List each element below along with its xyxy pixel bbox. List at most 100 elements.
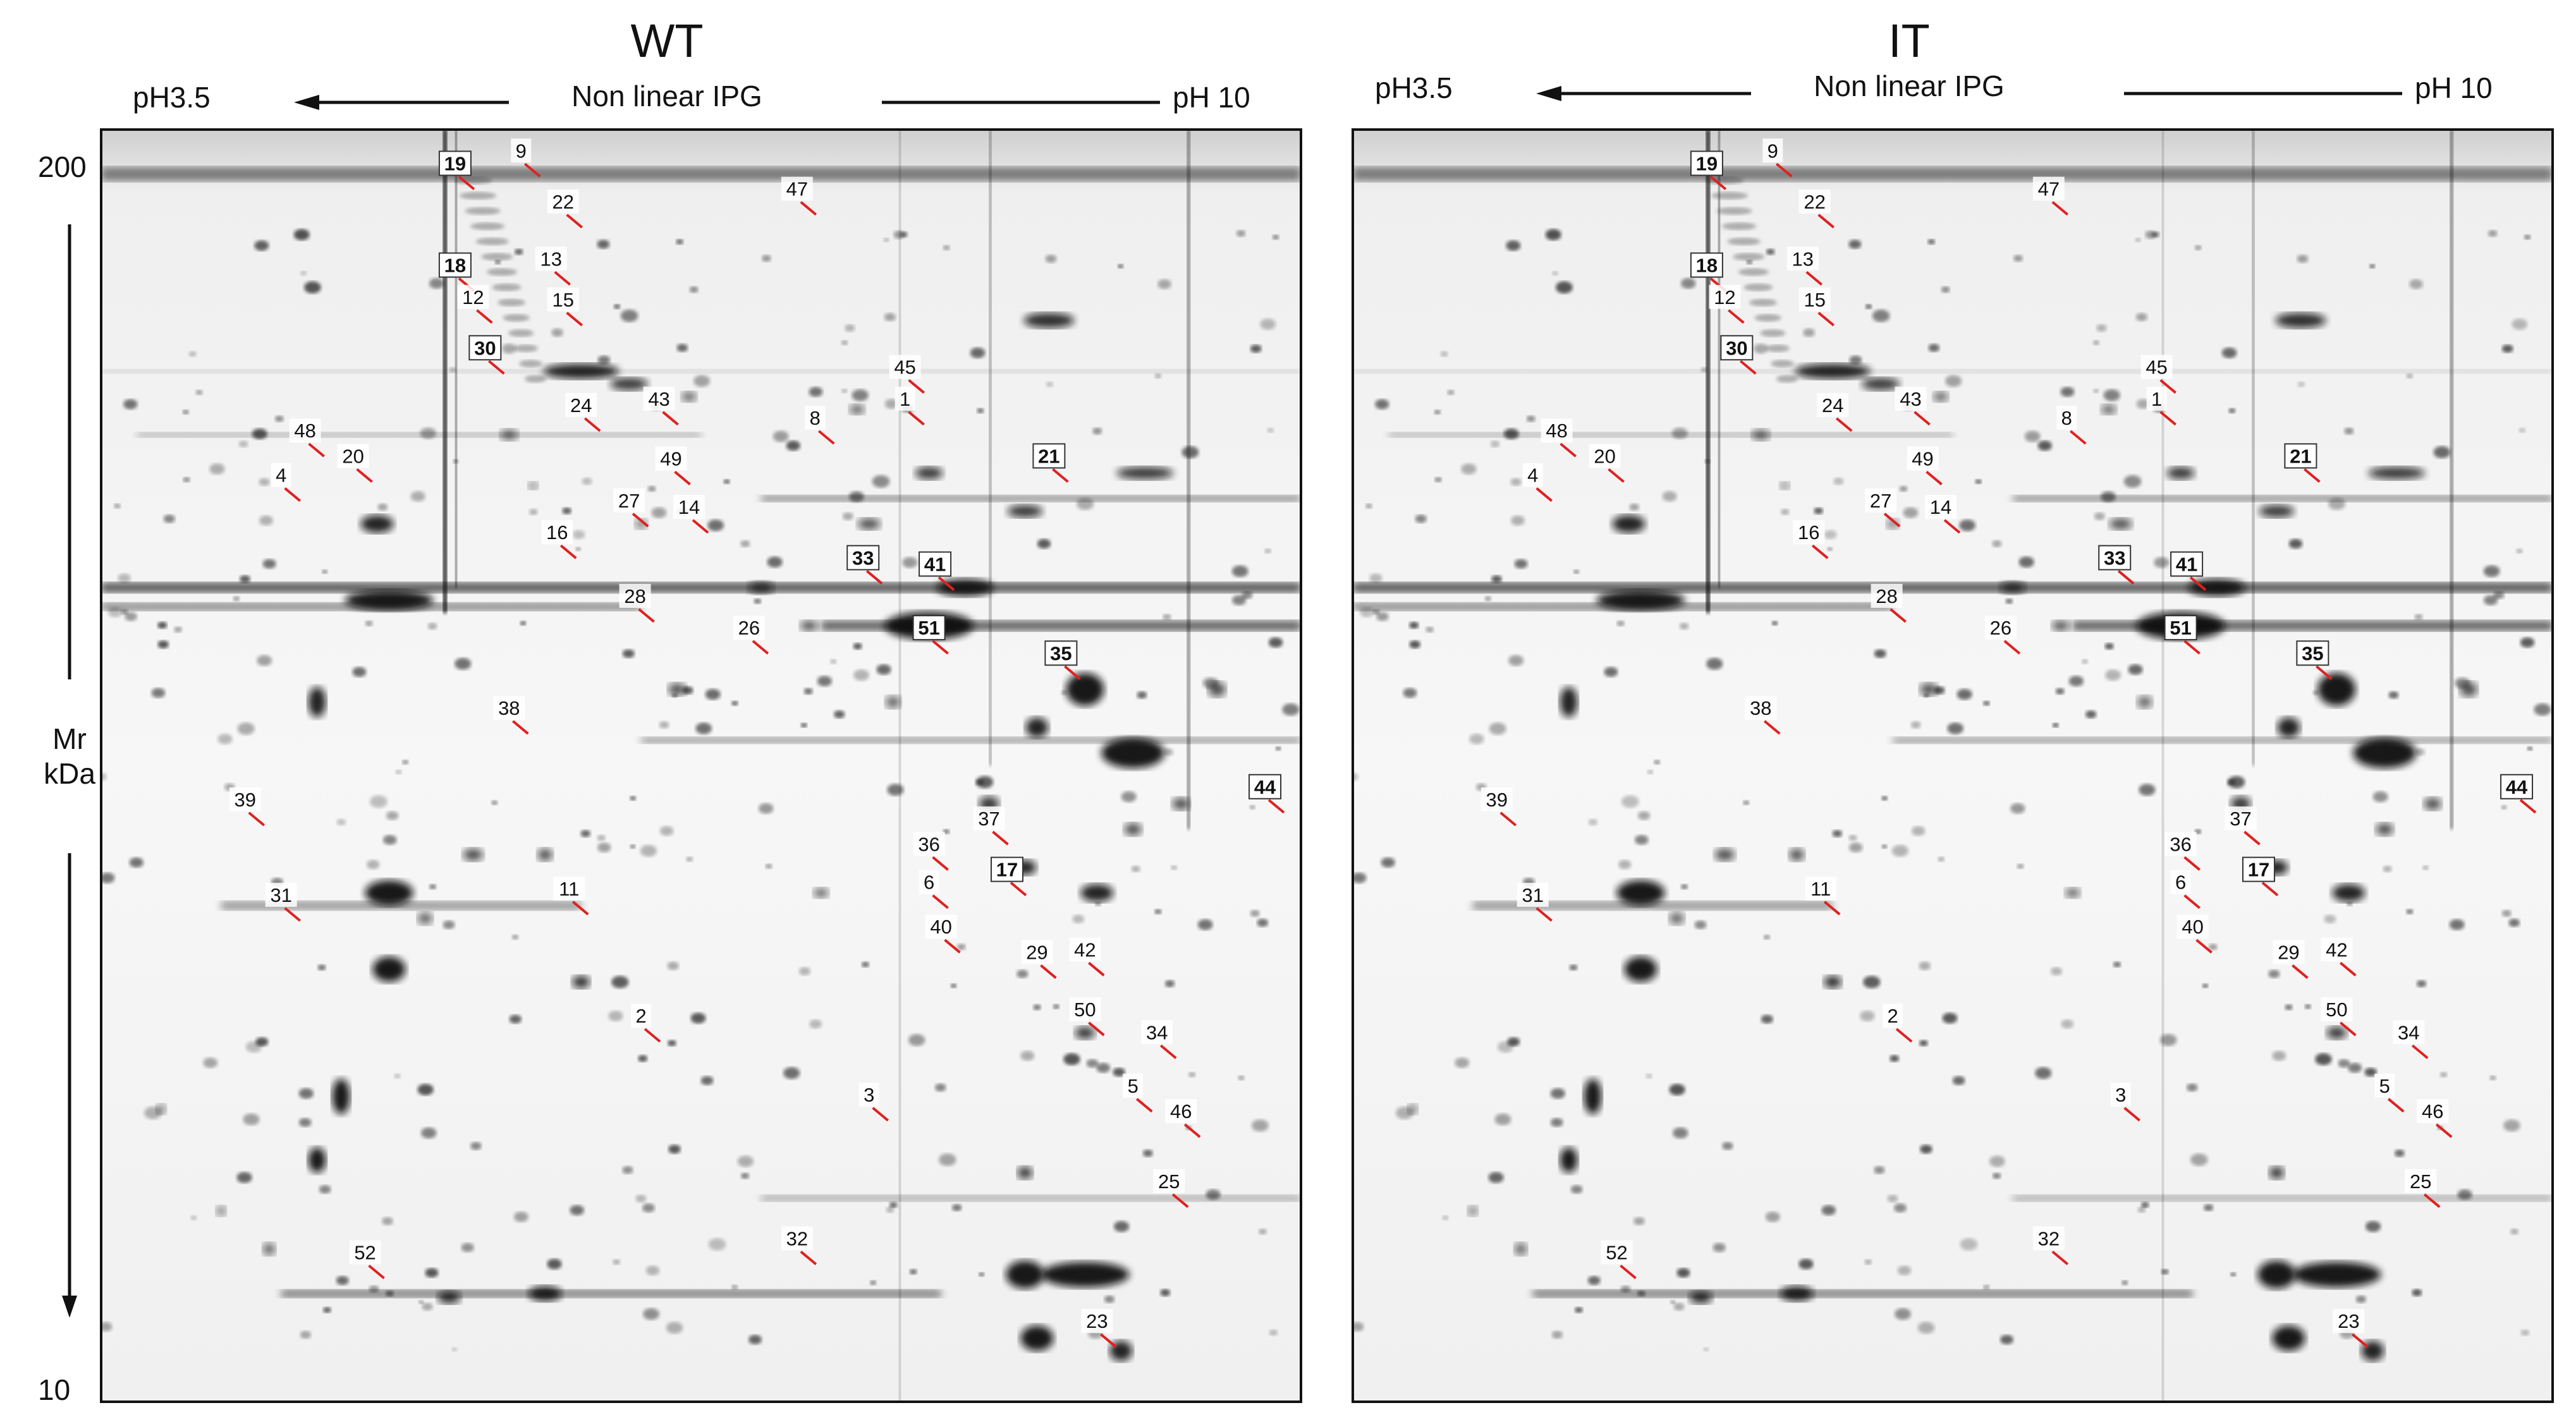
spot-label-box xyxy=(613,488,645,513)
gel-spot xyxy=(1887,1194,1898,1203)
gel-spot xyxy=(1101,738,1165,769)
gel-spot xyxy=(1113,1221,1130,1232)
gel-spot xyxy=(1282,703,1300,716)
spot-marker-9: 9 xyxy=(511,138,541,178)
gel-spot xyxy=(1163,614,1171,621)
gel-spot xyxy=(1113,1067,1125,1077)
gel-spot xyxy=(1046,381,1054,387)
spot-marker-44: 44 xyxy=(2500,774,2537,814)
spot-label-box xyxy=(1895,386,1927,411)
spot-pointer xyxy=(1709,175,1727,190)
spot-pointer xyxy=(872,1107,889,1122)
gel-spot xyxy=(2085,710,2097,719)
gel-spot xyxy=(151,688,166,698)
spot-label-box xyxy=(547,287,579,312)
gel-spot xyxy=(317,964,326,971)
gel-streak xyxy=(455,130,457,588)
spot-pointer xyxy=(752,640,769,655)
spot-label: 33 xyxy=(2104,547,2125,569)
gel-spot xyxy=(1798,1258,1814,1270)
spot-pointer xyxy=(2183,856,2201,871)
spot-label: 47 xyxy=(2038,178,2060,200)
gel-spot xyxy=(1761,1014,1774,1024)
gel-spot xyxy=(1903,507,1919,518)
gel-spot xyxy=(1197,919,1213,930)
mr-200: 200 xyxy=(38,150,87,183)
spot-label: 48 xyxy=(294,420,315,442)
spot-label-box xyxy=(1786,246,1819,271)
gel-spot xyxy=(817,676,833,687)
gel-band xyxy=(1388,432,1953,438)
gel-spot xyxy=(1621,795,1639,808)
gel-spot xyxy=(2139,784,2156,796)
gel-spot xyxy=(1023,312,1075,328)
gel-spot xyxy=(2137,695,2152,708)
gel-spot xyxy=(1952,1076,1965,1085)
spot-label: 3 xyxy=(864,1084,874,1106)
gel-spot xyxy=(2277,717,2300,738)
gel-spot xyxy=(101,1322,113,1332)
gel-spot xyxy=(1992,1172,2001,1179)
gel-spot xyxy=(1681,278,1696,289)
gel-spot xyxy=(1409,621,1419,629)
gel-spot xyxy=(319,1185,331,1194)
spot-label: 40 xyxy=(930,916,951,938)
gel-spot xyxy=(668,1145,681,1154)
gel-spot xyxy=(1849,355,1862,365)
spot-label: 27 xyxy=(618,490,640,512)
spot-label-box xyxy=(1798,189,1831,214)
gel-spot xyxy=(121,609,128,615)
gel-spot xyxy=(1604,667,1618,678)
gel-spot xyxy=(2353,738,2417,769)
spot-marker-34: 34 xyxy=(2393,1020,2429,1059)
gel-spot xyxy=(1510,478,1522,486)
gel-spot xyxy=(2194,245,2202,250)
spot-label: 49 xyxy=(1912,447,1933,470)
spot-label-box xyxy=(913,832,945,856)
spot-pointer xyxy=(566,214,583,229)
spot-label: 52 xyxy=(354,1242,375,1264)
gel-spot xyxy=(1080,884,1114,902)
spot-label-box xyxy=(1871,583,1903,608)
spot-label: 19 xyxy=(1696,152,1718,174)
wt-gel-image xyxy=(100,128,1302,1403)
gel-spot xyxy=(681,391,697,402)
spot-label: 4 xyxy=(276,465,286,487)
gel-spot xyxy=(453,459,459,464)
spot-marker-37: 37 xyxy=(2225,806,2261,846)
gel-spot xyxy=(2534,703,2551,716)
gel-spot xyxy=(455,657,472,670)
gel-spot xyxy=(1045,255,1057,263)
gel-frame xyxy=(1352,128,2554,1403)
spot-pointer xyxy=(937,576,955,592)
gel-spot xyxy=(767,556,783,568)
gel-band xyxy=(1353,167,2553,181)
gel-spot xyxy=(394,1073,401,1079)
gel-spot xyxy=(2061,1019,2074,1029)
spot-label: 6 xyxy=(924,872,934,894)
gel-spot xyxy=(157,640,169,649)
spot-label-box xyxy=(858,1082,879,1107)
gel-spot xyxy=(2094,512,2105,521)
gel-spot xyxy=(1489,722,1506,735)
gel-spot xyxy=(676,344,688,352)
gel-spot xyxy=(1440,351,1448,357)
gel-spot xyxy=(809,1019,822,1029)
gel-spot xyxy=(1484,596,1492,602)
spot-label: 1 xyxy=(2151,388,2162,410)
spot-marker-41: 41 xyxy=(2170,551,2207,592)
spot-marker-4: 4 xyxy=(1522,463,1553,502)
gel-spot xyxy=(708,1238,726,1251)
gel-frame xyxy=(100,128,1302,1403)
it-ph-right: pH 10 xyxy=(2415,71,2493,104)
gel-spot xyxy=(645,1265,660,1275)
gel-spot xyxy=(369,1285,379,1293)
gel-spot xyxy=(1257,918,1269,927)
spot-label-box xyxy=(1690,150,1723,176)
gel-spot xyxy=(1491,575,1502,583)
gel-spot xyxy=(1654,760,1661,765)
gel-spot xyxy=(2324,915,2336,923)
gel-spot xyxy=(1556,281,1573,294)
spot-marker-24: 24 xyxy=(565,392,601,432)
gel-spot xyxy=(2037,441,2052,451)
